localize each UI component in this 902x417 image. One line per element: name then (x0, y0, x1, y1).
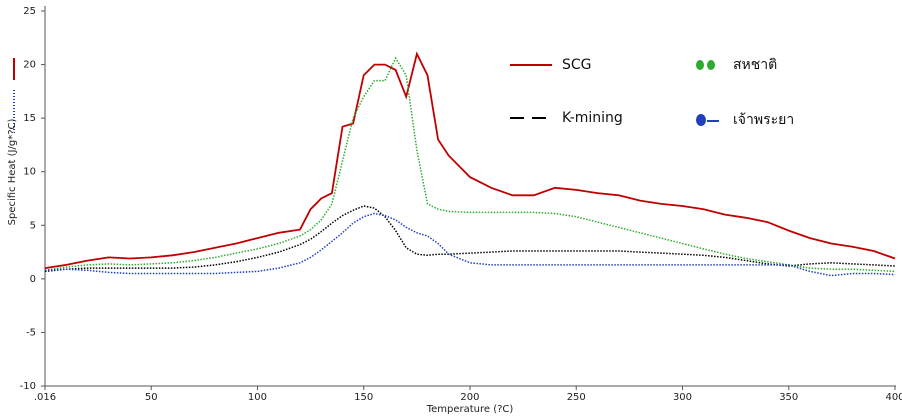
y-tick-label: 0 (30, 274, 36, 285)
series-line (44, 56, 896, 273)
y-tick-label: 25 (23, 6, 36, 17)
x-tick-label: 200 (460, 392, 479, 403)
series-line (44, 51, 896, 269)
x-axis-label: Temperature (?C) (426, 404, 514, 415)
y-axis-label: Specific Heat (J/g*?C) (7, 119, 18, 226)
legend-item: K-mining (510, 110, 623, 126)
x-tick-label: 150 (354, 392, 373, 403)
legend-marker (696, 60, 704, 70)
series-line (44, 212, 896, 277)
legend-item: สหชาติ (696, 57, 777, 73)
y-tick-label: 15 (23, 113, 36, 124)
x-tick-label: 50 (145, 392, 158, 403)
y-tick-label: -10 (20, 381, 36, 392)
legend-label: K-mining (562, 110, 623, 126)
legend-label: สหชาติ (733, 57, 777, 73)
legend-label: เจ้าพระยา (733, 112, 794, 128)
x-tick-label: 300 (673, 392, 692, 403)
legend-label: SCG (562, 57, 592, 73)
x-tick-label: 100 (248, 392, 267, 403)
x-tick-label: 250 (567, 392, 586, 403)
y-tick-label: -5 (26, 327, 36, 338)
legend-item: SCG (510, 57, 592, 73)
x-tick-label: .016 (34, 392, 56, 403)
legend-marker (707, 60, 715, 70)
legend-marker (696, 114, 706, 126)
legend-item: เจ้าพระยา (696, 112, 794, 128)
y-tick-label: 20 (23, 60, 36, 71)
x-tick-label: 350 (779, 392, 798, 403)
x-tick-label: 400 (885, 392, 902, 403)
y-tick-label: 5 (30, 220, 36, 231)
y-tick-label: 10 (23, 167, 36, 178)
